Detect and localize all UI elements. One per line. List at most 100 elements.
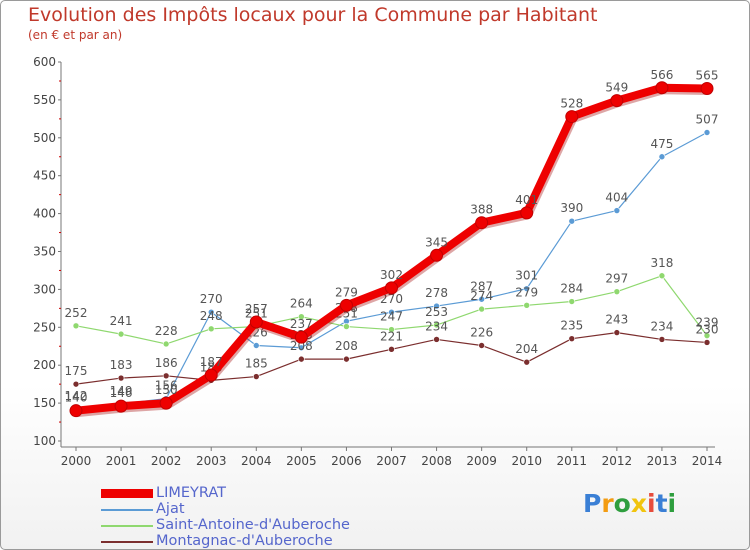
legend-swatch: [101, 509, 153, 511]
data-label: 228: [155, 324, 178, 338]
data-point: [430, 248, 444, 262]
y-tick-label: 150: [33, 396, 56, 410]
data-label: 278: [425, 286, 448, 300]
data-point: [703, 339, 711, 346]
data-point: [385, 281, 398, 295]
data-point: [69, 404, 83, 418]
data-point: [162, 372, 170, 380]
data-point: [298, 344, 305, 352]
legend-label: Ajat: [156, 501, 185, 517]
data-label: 270: [200, 292, 223, 306]
data-label: 237: [290, 317, 313, 331]
data-label: 226: [470, 325, 493, 339]
data-point: [703, 332, 711, 339]
data-point: [478, 295, 485, 303]
y-tick-label: 350: [33, 245, 56, 259]
data-label: 257: [245, 302, 268, 316]
data-point: [478, 305, 485, 313]
data-point: [475, 216, 489, 230]
x-tick-label: 2003: [196, 454, 227, 468]
data-point: [207, 308, 215, 316]
x-tick-label: 2009: [466, 454, 497, 468]
data-point: [298, 313, 305, 320]
data-point: [249, 315, 263, 329]
y-tick-label: 550: [33, 93, 56, 107]
logo-letter: i: [647, 489, 656, 518]
data-point: [568, 298, 576, 305]
proxiti-logo: Proxiti: [583, 489, 676, 518]
data-point: [433, 336, 440, 343]
data-label: 388: [470, 203, 493, 217]
data-label: 264: [290, 297, 313, 311]
data-label: 284: [560, 282, 583, 296]
legend-swatch: [101, 541, 153, 543]
data-label: 235: [560, 319, 583, 333]
data-point: [613, 329, 621, 336]
data-point: [700, 82, 714, 96]
data-label: 175: [65, 364, 88, 378]
legend-label: Saint-Antoine-d'Auberoche: [156, 517, 350, 533]
x-tick-label: 2011: [557, 454, 588, 468]
data-label: 221: [380, 329, 403, 343]
data-label: 243: [605, 313, 628, 327]
chart-subtitle: (en € et par an): [28, 28, 123, 42]
x-tick-label: 2006: [331, 454, 362, 468]
data-label: 297: [605, 272, 628, 286]
data-label: 279: [515, 285, 538, 299]
data-label: 146: [110, 386, 133, 400]
data-point: [252, 342, 260, 349]
data-point: [388, 326, 395, 333]
data-label: 252: [65, 306, 88, 320]
logo-letter: r: [601, 489, 614, 518]
data-label: 528: [560, 97, 583, 111]
legend-swatch: [101, 525, 153, 527]
data-point: [613, 207, 621, 214]
data-label: 142: [65, 389, 88, 403]
y-tick-label: 450: [33, 169, 56, 183]
data-label: 549: [605, 81, 628, 95]
data-label: 150: [155, 383, 178, 397]
data-label: 302: [380, 268, 403, 282]
data-point: [613, 288, 621, 295]
data-point: [520, 206, 534, 220]
data-label: 390: [560, 201, 583, 215]
data-label: 234: [425, 319, 448, 333]
logo-letter: x: [630, 489, 647, 518]
data-label: 565: [696, 69, 719, 83]
data-label: 251: [245, 307, 268, 321]
data-label: 566: [650, 68, 673, 82]
data-label: 248: [200, 309, 223, 323]
data-label: 204: [515, 342, 538, 356]
data-point: [610, 94, 624, 108]
x-tick-label: 2005: [286, 454, 317, 468]
data-label: 475: [650, 137, 673, 151]
data-label: 401: [515, 193, 538, 207]
data-point: [294, 330, 308, 344]
data-label: 234: [650, 319, 673, 333]
x-tick-label: 2013: [647, 454, 678, 468]
data-point: [298, 355, 305, 363]
data-label: 507: [696, 112, 719, 126]
x-tick-label: 2004: [241, 454, 272, 468]
data-point: [703, 129, 711, 136]
data-point: [523, 302, 531, 309]
x-tick-label: 2010: [511, 454, 542, 468]
data-point: [159, 396, 173, 410]
data-point: [433, 302, 440, 310]
data-label: 287: [470, 279, 493, 293]
data-label: 187: [200, 355, 223, 369]
data-point: [207, 325, 215, 333]
x-tick-label: 2012: [602, 454, 633, 468]
data-point: [388, 345, 395, 353]
data-label: 230: [696, 322, 719, 336]
y-tick-label: 250: [33, 320, 56, 334]
logo-letter: P: [583, 489, 602, 518]
y-tick-label: 400: [33, 207, 56, 221]
y-tick-label: 300: [33, 282, 56, 296]
data-point: [114, 399, 128, 413]
logo-letter: o: [613, 489, 631, 518]
logo-letter: t: [655, 489, 668, 518]
data-point: [252, 373, 260, 380]
data-point: [343, 323, 350, 330]
